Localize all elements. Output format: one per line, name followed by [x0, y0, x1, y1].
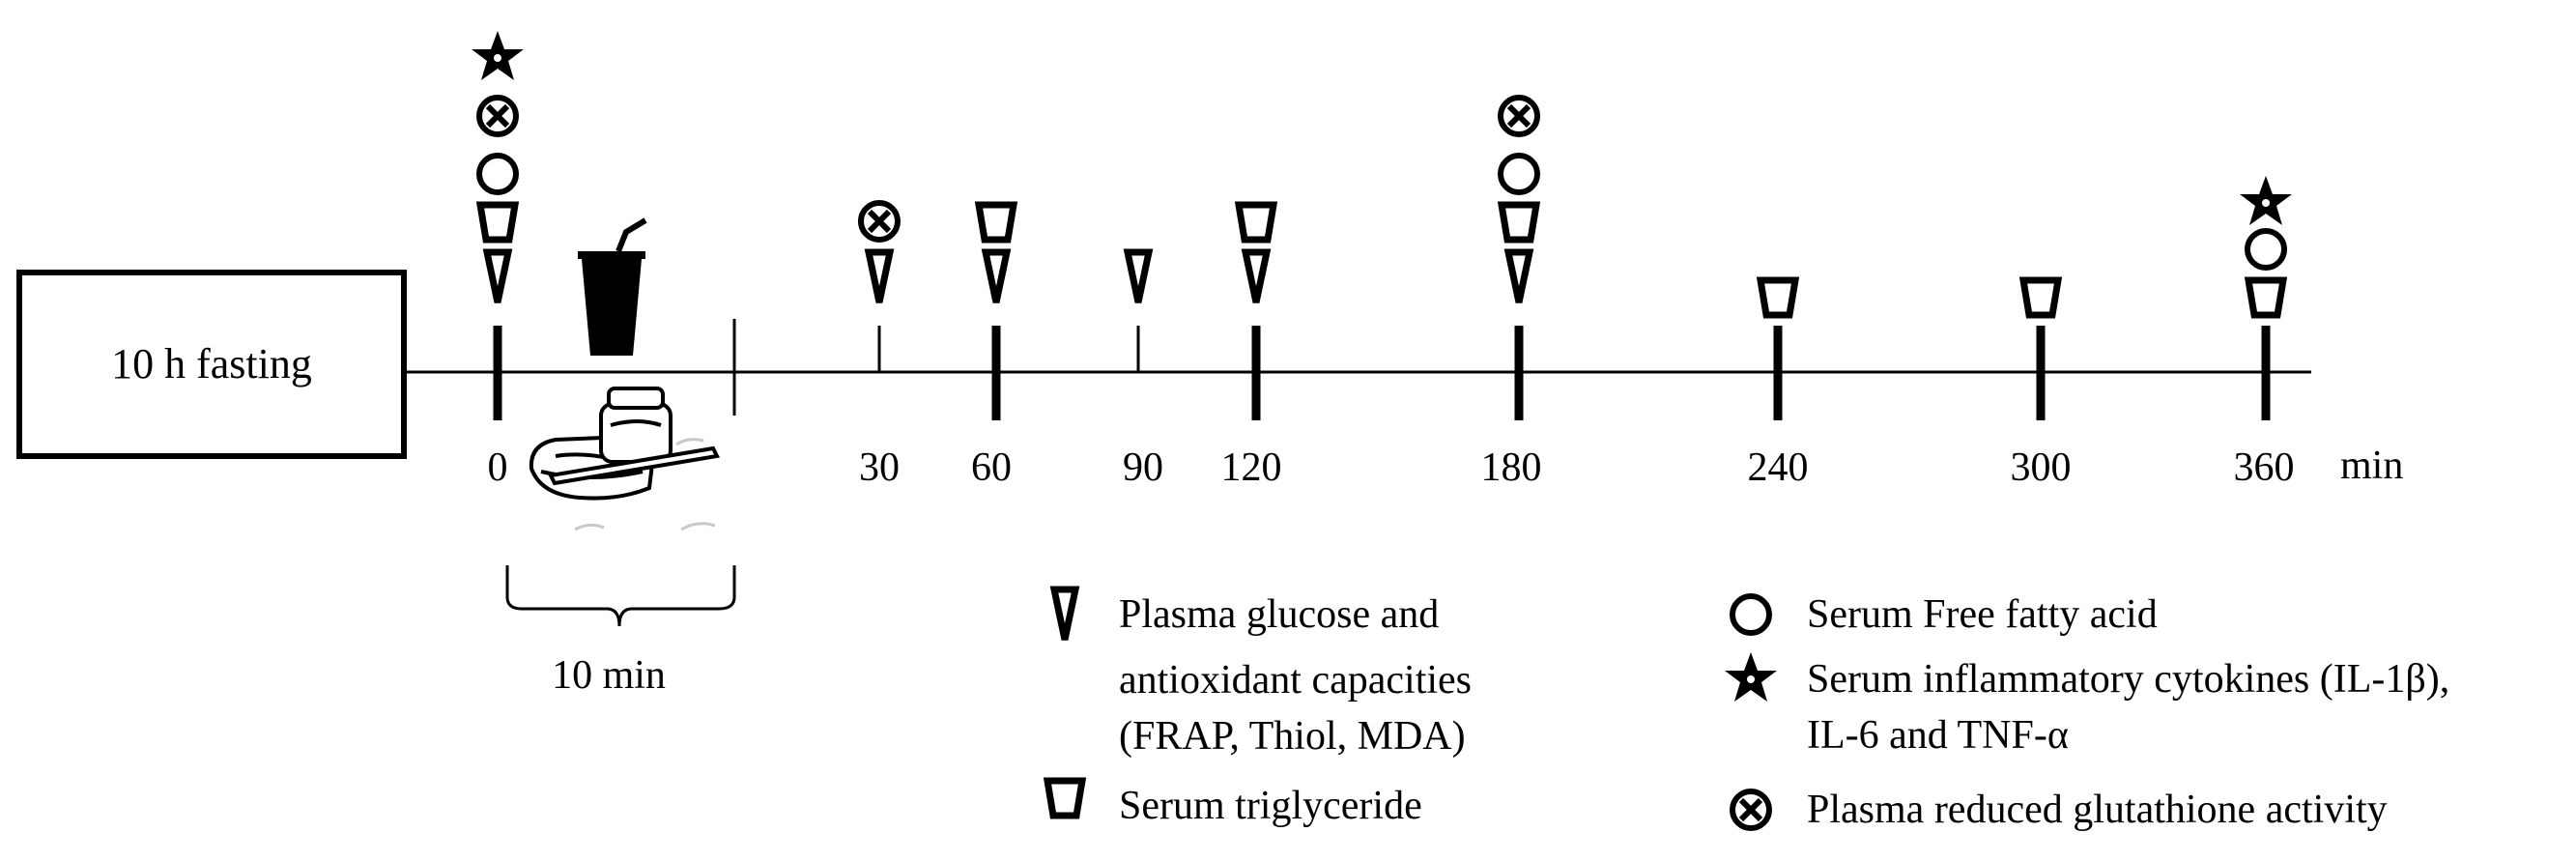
- meal-duration-label: 10 min: [552, 653, 666, 698]
- marker-cup-icon-120: [1239, 205, 1274, 240]
- legend-glucose: Plasma glucose and antioxidant capacitie…: [1119, 582, 1472, 769]
- marker-cup-icon-360: [2248, 280, 2283, 315]
- marker-triangle-icon-60: [986, 252, 1007, 302]
- marker-star-icon-0: [472, 31, 524, 80]
- legend-cytokines-line2: IL-6 and TNF-α: [1807, 713, 2069, 758]
- tick-label-300: 300: [2011, 445, 2072, 490]
- legend-triangle-icon: [1054, 589, 1075, 640]
- legend-cytokines: Serum inflammatory cytokines (IL-1β), IL…: [1807, 646, 2449, 768]
- marker-triangle-icon-90: [1128, 252, 1149, 302]
- meal-duration-brace: [505, 565, 736, 627]
- tick-label-120: 120: [1221, 445, 1282, 490]
- marker-circle-x-icon-0: [479, 98, 516, 134]
- marker-star-icon-360: [2240, 176, 2292, 225]
- marker-cup-icon-0: [480, 205, 515, 240]
- tick-label-60: 60: [971, 445, 1012, 490]
- tick-label-240: 240: [1748, 445, 1809, 490]
- marker-cup-icon-300: [2023, 280, 2058, 315]
- fasting-label: 10 h fasting: [111, 340, 312, 387]
- marker-triangle-icon-120: [1245, 252, 1267, 302]
- time-unit-label: min: [2340, 444, 2403, 488]
- timeline-ticks: 0 30 60 90 120 180 240 300 360: [488, 326, 2295, 490]
- marker-circle-icon-0: [479, 156, 516, 192]
- tick-label-30: 30: [859, 445, 900, 490]
- marker-circle-icon-180: [1501, 156, 1537, 192]
- marker-triangle-icon-30: [869, 252, 890, 302]
- legend-glutathione: Plasma reduced glutathione activity: [1807, 777, 2388, 843]
- legend-cytokines-line1: Serum inflammatory cytokines (IL-1β),: [1807, 657, 2450, 702]
- marker-cup-icon-240: [1760, 280, 1795, 315]
- legend-cup-icon: [1047, 781, 1082, 816]
- sampling-markers: [472, 31, 2292, 315]
- legend-triglyceride-label: Serum triglyceride: [1119, 784, 1422, 828]
- legend-star-icon: [1725, 652, 1777, 702]
- marker-triangle-icon-0: [487, 252, 508, 302]
- legend-ffa: Serum Free fatty acid: [1807, 582, 2158, 647]
- marker-cup-icon-180: [1502, 205, 1536, 240]
- marker-cup-icon-60: [979, 205, 1014, 240]
- marker-circle-x-icon-180: [1501, 98, 1537, 134]
- marker-circle-x-icon-30: [861, 203, 898, 240]
- legend-circle-icon: [1732, 596, 1769, 633]
- marker-triangle-icon-180: [1508, 252, 1530, 302]
- legend-glutathione-label: Plasma reduced glutathione activity: [1807, 788, 2388, 832]
- tick-label-180: 180: [1481, 445, 1542, 490]
- fasting-box: [16, 270, 407, 459]
- legend-glucose-line1: Plasma glucose and: [1119, 592, 1440, 637]
- legend-glucose-line2: antioxidant capacities: [1119, 658, 1473, 703]
- legend-ffa-label: Serum Free fatty acid: [1807, 592, 2158, 637]
- legend-triglyceride: Serum triglyceride: [1119, 773, 1422, 839]
- plate-shadow-icon: [574, 438, 716, 531]
- marker-circle-icon-360: [2247, 231, 2284, 268]
- legend-circle-x-icon: [1732, 791, 1769, 828]
- tick-label-360: 360: [2234, 445, 2295, 490]
- bread-jar-icon: [529, 387, 720, 501]
- tick-label-90: 90: [1123, 445, 1163, 490]
- drink-cup-icon: [578, 217, 647, 356]
- legend-glucose-line3: (FRAP, Thiol, MDA): [1119, 714, 1466, 759]
- tick-label-0: 0: [488, 445, 508, 490]
